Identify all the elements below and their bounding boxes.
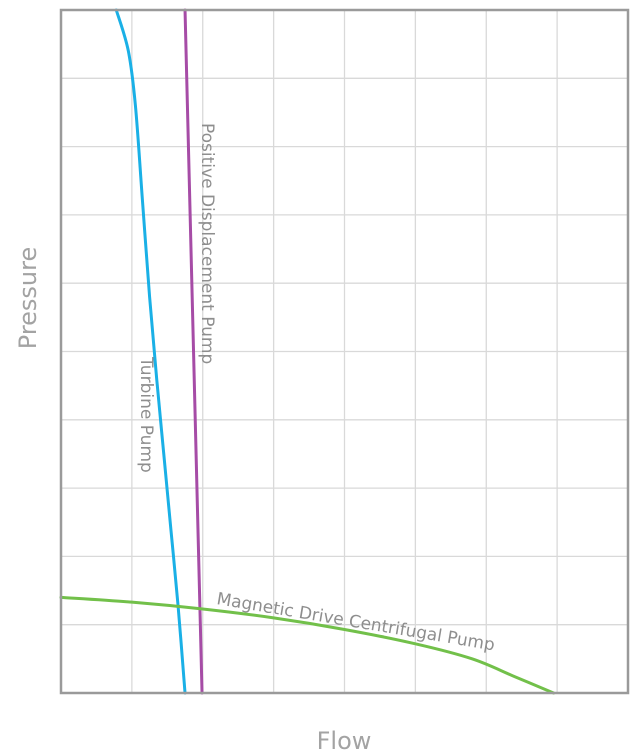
series-label-turbine-pump: Turbine Pump <box>136 356 156 473</box>
x-axis-title: Flow <box>317 727 372 753</box>
series-label-magnetic-drive-centrifugal-pump: Magnetic Drive Centrifugal Pump <box>215 589 496 655</box>
series-line-turbine-pump <box>114 8 187 695</box>
gridlines <box>61 10 628 693</box>
series-line-positive-displacement-pump <box>183 8 204 695</box>
y-axis-title: Pressure <box>14 247 42 349</box>
series-curves <box>59 8 556 695</box>
series-line-magnetic-drive-centrifugal-pump <box>59 595 556 695</box>
plot-frame <box>59 8 630 695</box>
series-label-positive-displacement-pump: Positive Displacement Pump <box>197 123 217 364</box>
